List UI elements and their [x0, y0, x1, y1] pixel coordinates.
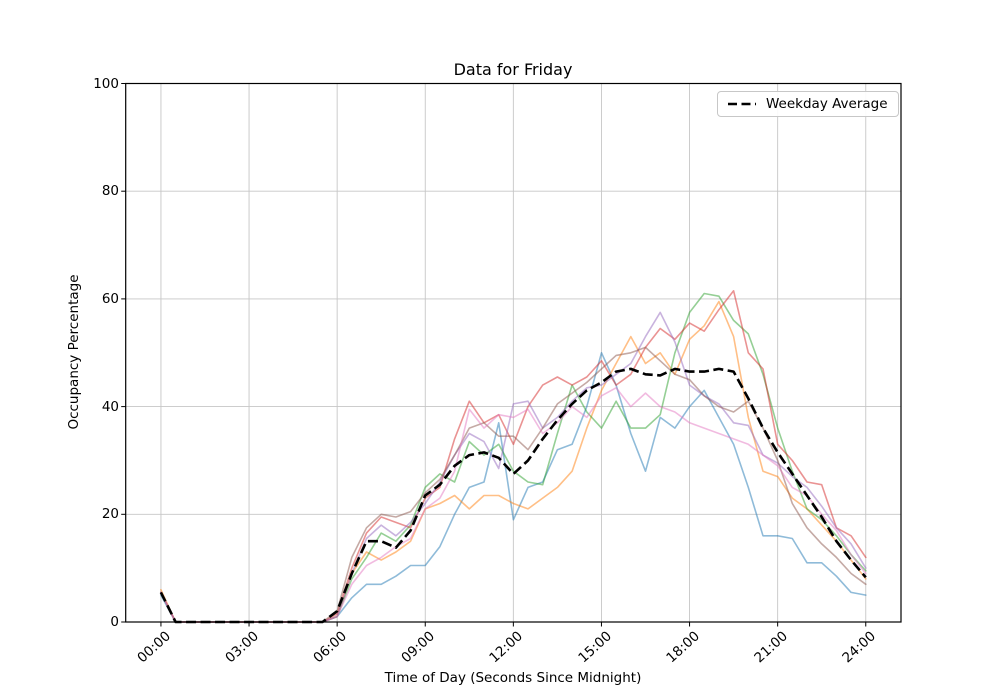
- axes-spines: [125, 82, 902, 623]
- y-tick-label: 60: [101, 290, 119, 307]
- legend-label: Weekday Average: [766, 96, 888, 112]
- y-tick-label: 100: [93, 75, 119, 92]
- y-tick-label: 0: [110, 614, 119, 630]
- y-tick-label: 80: [101, 183, 119, 200]
- y-tick-label: 20: [101, 506, 119, 523]
- plot-title: Data for Friday: [453, 60, 573, 79]
- y-tick-label: 40: [101, 398, 119, 415]
- legend: Weekday Average: [717, 91, 899, 117]
- legend-dash-icon: [728, 102, 756, 106]
- x-axis-label: Time of Day (Seconds Since Midnight): [384, 670, 642, 686]
